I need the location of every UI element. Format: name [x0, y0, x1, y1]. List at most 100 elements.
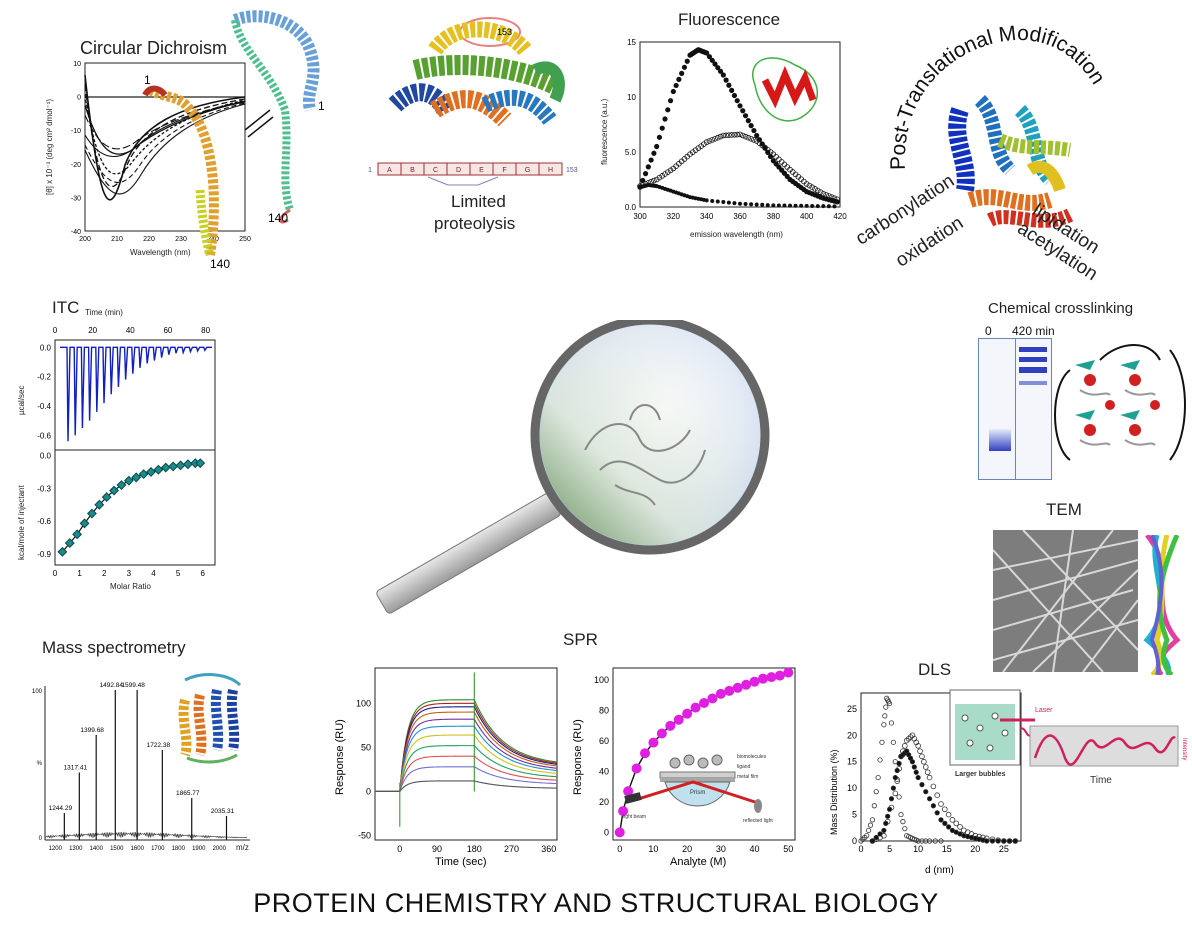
dls-data-point: [1012, 838, 1018, 844]
lp-segment-label: H: [548, 167, 553, 174]
cd-helix2-start-label: 1: [144, 73, 151, 87]
spr-ytick-label: 100: [356, 698, 371, 708]
ms-xtick-label: 1900: [192, 846, 206, 852]
cd-ytick-label: 10: [73, 61, 81, 68]
itc-bottom-ytick-label: -0.6: [37, 517, 51, 526]
itc-top-xtick-label: 20: [88, 326, 97, 335]
fl-data-point: [642, 171, 649, 177]
spr2-xtick-label: 30: [716, 844, 726, 854]
xl-gel-image: [978, 338, 1052, 480]
fl-ytick-label: 5.0: [625, 148, 637, 157]
fl-data-point: [831, 195, 838, 202]
fl-data-point: [662, 171, 668, 177]
spr-sensorgram-series: [375, 766, 558, 793]
spr-ylabel1: Response (RU): [334, 719, 346, 795]
itc-binding-point: [160, 462, 171, 473]
fl-data-point: [812, 186, 818, 192]
spr-sensorgram-chart: 0 90 180 270 360 100 50 0 -50 Time (sec) Respons…: [334, 667, 558, 868]
fl-data-point: [826, 193, 832, 199]
page-title: PROTEIN CHEMISTRY AND STRUCTURAL BIOLOGY: [253, 888, 939, 918]
itc-binding-point: [131, 472, 142, 483]
fl-data-point: [732, 201, 737, 206]
spr-ylabel2: Response (RU): [572, 719, 584, 795]
itc-binding-point: [72, 529, 83, 540]
spr2-data-point: [614, 827, 625, 838]
dls-data-point: [923, 838, 929, 844]
dls-data-point: [921, 758, 927, 765]
tem-micrograph: [993, 530, 1138, 672]
itc-ylabel-top: µcal/sec: [17, 385, 26, 415]
fl-data-point: [815, 204, 820, 209]
dls-data-point: [953, 820, 960, 827]
cd-xtick-label: 200: [79, 236, 91, 243]
magnifying-glass-icon: [376, 320, 770, 614]
itc-binding-point: [182, 459, 193, 470]
dls-data-point: [930, 783, 937, 790]
itc-ytick-label: -0.4: [37, 402, 51, 411]
spr-title: SPR: [563, 630, 598, 649]
fl-data-point: [832, 204, 837, 209]
spr2-data-point: [732, 682, 743, 693]
fl-data-point: [754, 132, 760, 139]
ms-xtick-label: 2000: [213, 846, 227, 852]
spr2-ytick-label: 40: [599, 767, 609, 777]
dls-data-point: [919, 838, 925, 844]
fl-data-point: [803, 181, 810, 187]
itc-thermogram-trace: [60, 346, 212, 442]
dls-data-point: [894, 767, 900, 774]
itc-top-xlabel: Time (min): [85, 308, 123, 317]
dls-data-point: [879, 739, 885, 745]
fl-data-point: [712, 136, 718, 142]
dls-data-point: [995, 838, 1001, 844]
spr2-data-point: [699, 698, 709, 709]
ms-ytick-label: 100: [32, 689, 43, 695]
itc-binding-point: [79, 518, 90, 529]
spr2-data-point: [715, 688, 726, 699]
fl-data-point: [673, 82, 679, 89]
fl-protein-inset: [752, 57, 819, 122]
ms-peak-label: 1492.84: [100, 682, 124, 689]
fl-data-point: [823, 192, 829, 198]
itc-binding-point: [146, 466, 156, 477]
itc-binding-point: [109, 485, 120, 496]
fl-data-point: [726, 200, 731, 205]
fl-data-point: [745, 134, 752, 141]
fl-data-point: [781, 170, 788, 176]
spr-prism-inset: Prism biomolecules ligand metal film lig…: [623, 754, 773, 824]
fl-data-point: [821, 204, 826, 209]
spr-xtick-label: 0: [397, 844, 402, 854]
ms-peak-label: 1865.77: [176, 790, 200, 797]
itc-binding-point: [94, 499, 105, 510]
dls-data-point: [873, 789, 879, 795]
fl-data-point: [679, 70, 685, 76]
fl-data-point: [765, 203, 770, 208]
fl-ylabel: fluorescence (a.u.): [600, 98, 609, 165]
xl-lane1-label: 420 min: [1012, 324, 1055, 338]
dls-data-point: [926, 796, 933, 802]
dls-chart: 0 5 10 15 20 25 25 20 15 10 5 0 d (nm) Mass Distrib…: [829, 692, 1022, 876]
itc-fit-curve: [61, 462, 201, 553]
fl-xtick-label: 340: [700, 212, 714, 221]
dls-xtick-label: 5: [887, 844, 892, 854]
itc-xtick-label: 3: [127, 569, 132, 578]
dls-data-point: [885, 813, 891, 819]
ms-xlabel: m/z: [236, 843, 249, 852]
itc-top-xtick-label: 60: [163, 326, 172, 335]
ms-noise-trace: [44, 831, 248, 840]
dls-data-point: [949, 817, 956, 823]
fl-data-point: [715, 199, 720, 204]
dls-data-point: [869, 817, 876, 823]
dls-ytick-label: 5: [852, 810, 857, 820]
fl-data-point: [717, 133, 724, 140]
fl-data-point: [748, 136, 754, 142]
cd-xtick-label: 210: [111, 236, 123, 243]
dls-data-point: [864, 833, 870, 839]
dls-data-point: [913, 769, 919, 775]
dls-data-point: [900, 819, 906, 825]
cd-xlabel: Wavelength (nm): [130, 248, 191, 257]
lp-title-line2: proteolysis: [434, 214, 516, 233]
itc-binding-point: [168, 461, 179, 472]
dls-data-point: [877, 831, 883, 837]
fl-data-point: [720, 72, 726, 78]
fl-data-point: [723, 77, 729, 83]
